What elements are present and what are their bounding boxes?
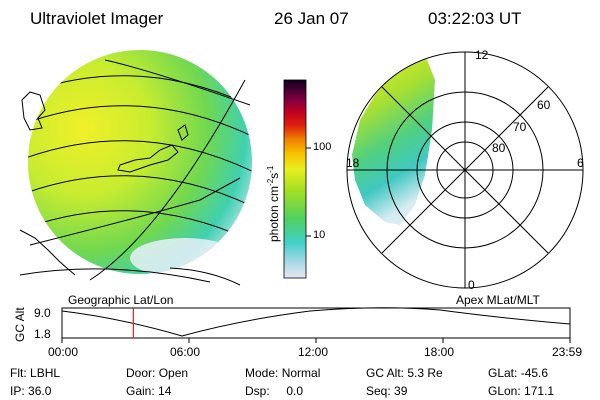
- status-glat: GLat: -45.6: [488, 366, 549, 380]
- observation-date: 26 Jan 07: [274, 9, 349, 28]
- status-gc-alt: GC Alt: 5.3 Re: [366, 366, 443, 380]
- mlt-label-18: 18: [346, 156, 360, 170]
- observation-time: 03:22:03 UT: [428, 9, 522, 28]
- altitude-ytick-min: 1.8: [34, 327, 51, 341]
- altitude-curve: [61, 307, 571, 337]
- xtick-1200: 12:00: [298, 345, 329, 359]
- altitude-ytick-max: 9.0: [34, 306, 51, 320]
- xtick-0600: 06:00: [170, 345, 201, 359]
- colorbar-tick-100: 100: [313, 141, 332, 153]
- colorbar-tick-10: 10: [313, 229, 326, 241]
- mlt-label-0: 0: [468, 278, 475, 292]
- status-seq: Seq: 39: [366, 384, 408, 398]
- status-ip: IP: 36.0: [10, 384, 52, 398]
- mlat-label-80: 80: [492, 141, 506, 155]
- status-mode: Mode: Normal: [245, 366, 321, 380]
- altitude-axis-label: GC Alt: [13, 307, 27, 342]
- uv-emission-disk-geo: [28, 50, 252, 274]
- xtick-1800: 18:00: [424, 345, 455, 359]
- status-filter: Flt: LBHL: [10, 366, 61, 380]
- status-glon: GLon: 171.1: [488, 384, 555, 398]
- xtick-0000: 00:00: [48, 345, 79, 359]
- status-gain: Gain: 14: [126, 384, 172, 398]
- mlat-label-70: 70: [513, 120, 527, 134]
- mlt-label-6: 6: [577, 156, 584, 170]
- status-dsp: Dsp: 0.0: [245, 384, 304, 398]
- geographic-label: Geographic Lat/Lon: [68, 293, 174, 307]
- intensity-colorbar: [283, 79, 311, 279]
- apex-label: Apex MLat/MLT: [456, 293, 540, 307]
- instrument-title: Ultraviolet Imager: [30, 9, 164, 28]
- xtick-2359: 23:59: [552, 345, 583, 359]
- mlat-label-60: 60: [537, 98, 551, 112]
- mlt-label-12: 12: [475, 48, 489, 62]
- status-door: Door: Open: [126, 366, 189, 380]
